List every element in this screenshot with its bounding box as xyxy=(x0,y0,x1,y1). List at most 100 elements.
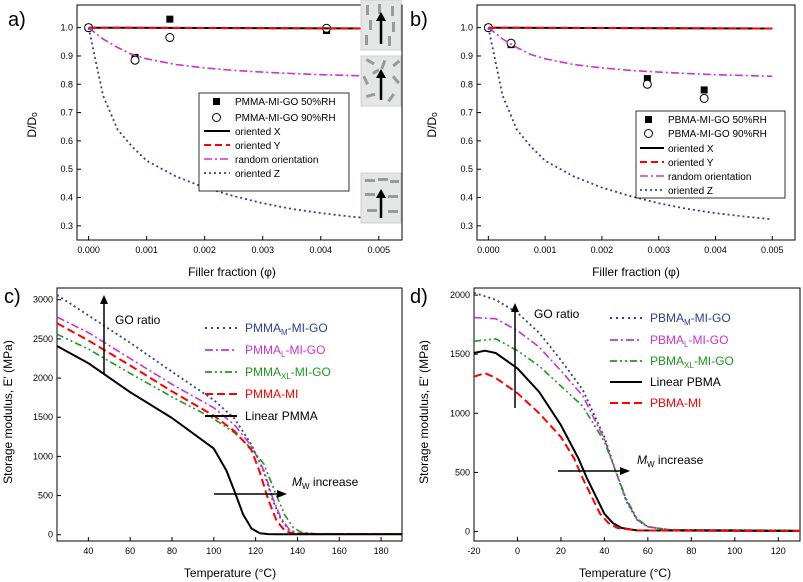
plot-frame xyxy=(56,287,403,542)
legend-label: PBMA-MI-GO 90%RH xyxy=(668,129,767,140)
y-tick-label: 0.6 xyxy=(60,136,73,146)
y-tick-label: 0.4 xyxy=(60,193,73,203)
y-tick-label: 1.0 xyxy=(60,23,73,33)
legend-label: PMMAL-MI-GO xyxy=(245,343,325,359)
schematic-random xyxy=(360,55,402,107)
legend-label: random orientation xyxy=(668,172,751,183)
platelets xyxy=(365,4,395,46)
x-tick-label: 0.004 xyxy=(309,245,332,255)
legend: PBMA-MI-GO 50%RH PBMA-MI-GO 90%RH orient… xyxy=(635,110,786,199)
series-line-pbma-xl-mi-go xyxy=(473,337,801,532)
series-line-random-orientation xyxy=(487,27,773,78)
x-tick-label: 80 xyxy=(686,546,696,556)
x-tick-label: 0 xyxy=(515,546,520,556)
annotation-go-ratio: GO ratio xyxy=(511,303,580,408)
data-point-pbma-mi-go-90-rh xyxy=(642,79,652,89)
legend-label: PMMAXL-MI-GO xyxy=(245,365,331,381)
legend-label: PMMAM-MI-GO xyxy=(245,321,328,337)
data-point-pmma-mi-go-50-rh xyxy=(166,15,174,23)
legend-label: Linear PMMA xyxy=(245,409,318,423)
x-tick-label: 0.003 xyxy=(647,245,670,255)
legend-swatch-circle xyxy=(644,129,653,138)
ticks: 0.000 0.001 0.002 0.003 0.004 0.005 0.3 0.4 0.5 0… xyxy=(60,23,390,255)
arrow-head-icon xyxy=(100,295,108,304)
y-tick-label: 0.6 xyxy=(460,136,473,146)
legend-label: Linear PBMA xyxy=(650,375,721,389)
y-tick-label: 0.3 xyxy=(460,221,473,231)
legend: PBMAM-MI-GO PBMAL-MI-GO PBMAXL-MI-GO Lin… xyxy=(610,311,734,410)
y-axis-label: D/Dₒ xyxy=(425,112,439,138)
arrow-head-icon xyxy=(376,189,386,198)
chart-marks xyxy=(473,291,801,532)
data-point-pbma-mi-go-90-rh xyxy=(699,93,709,103)
x-tick-label: 0.005 xyxy=(368,245,391,255)
y-tick-label: 500 xyxy=(455,467,470,477)
legend-label: oriented Z xyxy=(235,169,280,180)
annotation-go-ratio: GO ratio xyxy=(100,295,161,375)
ticks: 40 60 80 100 120 140 160 180 0 500 1000 1500 2000 250… xyxy=(33,295,389,556)
schematic-oriented-x xyxy=(360,0,402,51)
series-line-pbma-l-mi-go xyxy=(473,316,801,532)
x-tick-label: 180 xyxy=(374,546,389,556)
y-tick-label: 3000 xyxy=(33,295,53,305)
x-axis-label: Temperature (°C) xyxy=(579,566,671,580)
x-tick-label: 20 xyxy=(556,546,566,556)
series-line-oriented-z xyxy=(487,27,773,221)
platelets xyxy=(365,178,399,213)
legend-label: oriented Z xyxy=(668,186,713,197)
x-tick-label: 0.002 xyxy=(193,245,216,255)
y-tick-label: 0.7 xyxy=(460,108,473,118)
legend-label: PMMA-MI xyxy=(245,387,298,401)
legend-label: oriented X xyxy=(668,144,714,155)
panel-label-b: b) xyxy=(410,9,428,31)
legend-swatch-square xyxy=(213,98,220,105)
x-axis-label: Filler fraction (φ) xyxy=(188,265,276,279)
y-tick-label: 0 xyxy=(465,527,470,537)
x-tick-label: 100 xyxy=(727,546,742,556)
series-line-oriented-y xyxy=(88,26,379,30)
annotation-mw-increase: MW increase xyxy=(558,453,704,475)
y-tick-label: 1000 xyxy=(450,408,470,418)
x-tick-label: 120 xyxy=(771,546,786,556)
x-tick-label: 0.001 xyxy=(135,245,158,255)
x-tick-label: 120 xyxy=(248,546,263,556)
x-tick-label: 40 xyxy=(599,546,609,556)
panel-a: 0.000 0.001 0.002 0.003 0.004 0.005 0.3 0.4 0.5 0… xyxy=(25,4,403,279)
x-tick-label: 100 xyxy=(206,546,221,556)
series-line-pmma-m-mi-go xyxy=(56,294,402,535)
mw-increase-label: MW increase xyxy=(637,453,704,469)
y-tick-label: 0.4 xyxy=(460,193,473,203)
series-line-pmma-mi xyxy=(56,322,402,535)
chart-marks xyxy=(483,23,773,221)
x-tick-label: 0.005 xyxy=(761,245,784,255)
y-tick-label: 0.9 xyxy=(460,51,473,61)
plot-frame xyxy=(76,4,403,241)
series-line-oriented-x xyxy=(488,26,773,30)
ticks: -20 0 20 40 60 80 100 120 0 500 1000 1500 2000 xyxy=(450,290,786,556)
y-tick-label: 2000 xyxy=(450,290,470,300)
y-tick-label: 0.3 xyxy=(60,221,73,231)
plot-frame xyxy=(473,287,801,542)
x-tick-label: 40 xyxy=(83,546,93,556)
x-axis-label: Temperature (°C) xyxy=(184,566,276,580)
y-axis-label: Storage modulus, E' (MPa) xyxy=(417,340,431,484)
y-tick-label: 500 xyxy=(38,491,53,501)
legend-label: PBMAL-MI-GO xyxy=(650,333,728,349)
data-point-pmma-mi-go-90-rh xyxy=(130,55,140,65)
annotation-mw-increase: MW increase xyxy=(214,475,359,498)
x-tick-label: 0.003 xyxy=(251,245,274,255)
x-tick-label: 0.001 xyxy=(534,245,557,255)
legend-label: oriented Y xyxy=(235,141,281,152)
x-tick-label: 60 xyxy=(643,546,653,556)
series-line-pmma-xl-mi-go xyxy=(56,333,402,535)
x-tick-label: 140 xyxy=(290,546,305,556)
x-axis-label: Filler fraction (φ) xyxy=(592,265,680,279)
panel-d: -20 0 20 40 60 80 100 120 0 500 1000 1500 2000 Tempe… xyxy=(417,287,801,580)
chart-marks xyxy=(84,15,379,221)
series-line-linear-pbma xyxy=(473,349,801,532)
x-tick-label: 0.000 xyxy=(77,245,100,255)
legend-label: random orientation xyxy=(235,155,318,166)
x-tick-label: 0.002 xyxy=(591,245,614,255)
legend-box xyxy=(198,92,350,192)
legend-label: PMMA-MI-GO 90%RH xyxy=(235,113,336,124)
